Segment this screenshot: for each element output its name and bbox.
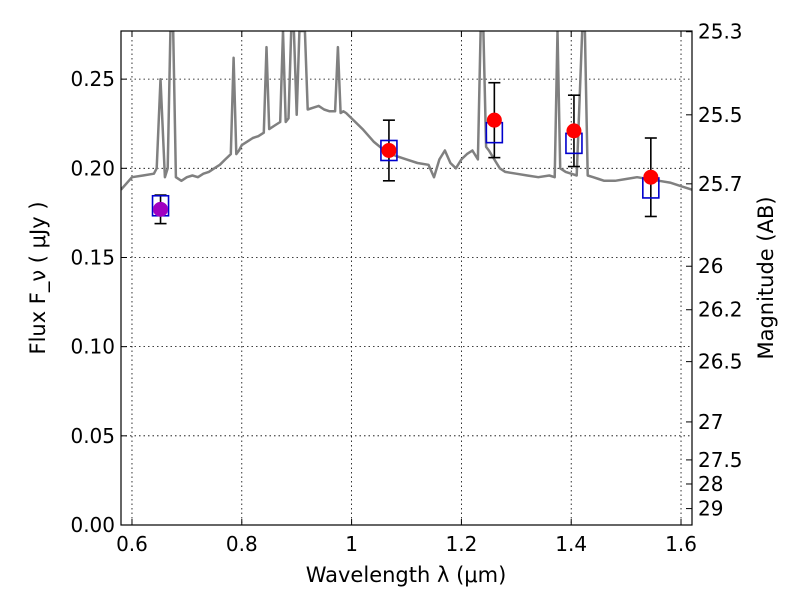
tick-marks xyxy=(121,31,692,526)
x-tick-label: 1.6 xyxy=(665,532,697,556)
mag-tick-label: 26 xyxy=(698,254,723,278)
plot-frame xyxy=(120,30,693,526)
mag-tick-label: 26.5 xyxy=(698,350,743,374)
y-tick-label: 0.00 xyxy=(70,513,115,537)
data-point xyxy=(486,112,502,128)
y-tick-label: 0.15 xyxy=(70,245,115,269)
spectrum-line xyxy=(121,31,692,191)
mag-tick-label: 26.2 xyxy=(698,298,743,322)
mag-tick-label: 25.3 xyxy=(698,20,743,44)
mag-tick-label: 25.5 xyxy=(698,103,743,127)
y-tick-label: 0.20 xyxy=(70,156,115,180)
mag-tick-label: 28 xyxy=(698,472,723,496)
data-point xyxy=(566,123,582,139)
x-tick-label: 1.4 xyxy=(555,532,587,556)
x-tick-label: 1.2 xyxy=(445,532,477,556)
x-tick-label: 1 xyxy=(345,532,358,556)
mag-tick-label: 27.5 xyxy=(698,448,743,472)
mag-tick-label: 29 xyxy=(698,497,723,521)
y2-axis-title: Magnitude (AB) xyxy=(754,196,778,359)
y-axis-title: Flux F_ν ( μJy ) xyxy=(26,201,51,354)
x-tick-label: 0.8 xyxy=(226,532,258,556)
model-box xyxy=(380,139,398,162)
y-tick-label: 0.05 xyxy=(70,424,115,448)
x-axis-title: Wavelength λ (μm) xyxy=(306,563,507,587)
y-tick-label: 0.25 xyxy=(70,67,115,91)
plot-area xyxy=(121,31,692,525)
series-layer xyxy=(121,31,692,225)
mag-tick-label: 27 xyxy=(698,410,723,434)
data-point xyxy=(643,169,659,185)
y-tick-label: 0.10 xyxy=(70,335,115,359)
tick-labels: 0.6 0.8 1 1.2 1.4 1.6 0.00 0.05 0.10 0.15 0.20 0.25… xyxy=(70,20,742,556)
x-tick-label: 0.6 xyxy=(116,532,148,556)
data-point xyxy=(381,142,397,158)
mag-tick-label: 25.7 xyxy=(698,172,743,196)
data-point xyxy=(153,201,169,217)
